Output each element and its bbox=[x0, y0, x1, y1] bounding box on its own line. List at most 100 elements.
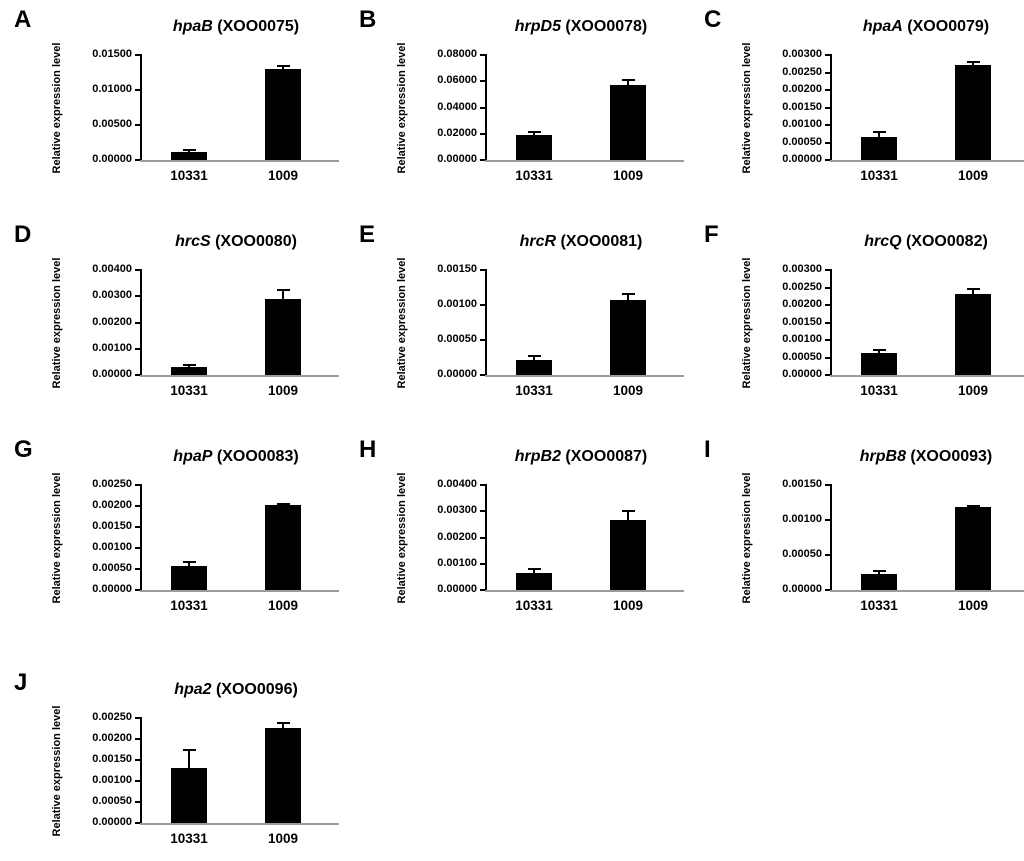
y-tick-label: 0.04000 bbox=[437, 100, 477, 113]
y-axis-line bbox=[830, 270, 832, 375]
bar bbox=[610, 85, 646, 160]
gene-name: hrcQ bbox=[864, 233, 902, 250]
x-tick-label: 1009 bbox=[267, 598, 299, 613]
y-tick-label: 0.01500 bbox=[92, 48, 132, 60]
error-bar-cap bbox=[182, 749, 196, 751]
y-tick-label: 0.00400 bbox=[437, 478, 477, 490]
gene-name: hrcS bbox=[175, 233, 211, 250]
y-tick-label: 0.00000 bbox=[437, 583, 477, 595]
x-axis-line bbox=[485, 375, 684, 377]
y-tick-label: 0.00250 bbox=[782, 280, 822, 293]
y-tick-label: 0.00050 bbox=[92, 562, 132, 574]
error-bar-cap bbox=[621, 79, 635, 81]
error-bar-whisker bbox=[282, 66, 284, 72]
y-tick-mark bbox=[480, 304, 487, 306]
y-tick-label: 0.00050 bbox=[92, 795, 132, 807]
y-axis-line bbox=[485, 485, 487, 590]
bar bbox=[955, 65, 991, 160]
error-bar-whisker bbox=[878, 571, 880, 577]
y-tick-mark bbox=[480, 80, 487, 83]
bar bbox=[171, 367, 207, 375]
y-tick-label: 0.00200 bbox=[782, 83, 822, 95]
y-tick-label: 0.00200 bbox=[92, 499, 132, 511]
y-tick-mark bbox=[135, 526, 142, 528]
error-bar-whisker bbox=[878, 132, 880, 140]
y-tick-mark bbox=[825, 321, 832, 324]
y-tick-mark bbox=[825, 106, 832, 109]
x-axis-line bbox=[830, 375, 1024, 377]
error-bar-whisker bbox=[188, 150, 190, 155]
error-bar-whisker bbox=[972, 62, 974, 68]
y-tick-label: 0.00000 bbox=[437, 368, 477, 380]
x-tick-label: 1009 bbox=[957, 598, 989, 613]
error-bar-whisker bbox=[972, 506, 974, 510]
y-tick-label: 0.00150 bbox=[782, 315, 822, 328]
y-tick-label: 0.00050 bbox=[437, 333, 477, 345]
error-bar-cap bbox=[621, 293, 635, 295]
x-tick-label: 10331 bbox=[860, 383, 898, 398]
y-tick-label: 0.00050 bbox=[782, 350, 822, 363]
panel-letter: F bbox=[704, 221, 719, 248]
x-tick-label: 1009 bbox=[957, 168, 989, 183]
error-bar-cap bbox=[966, 288, 980, 290]
gene-name: hpaA bbox=[862, 18, 903, 35]
error-bar-cap bbox=[872, 570, 886, 572]
bar bbox=[265, 505, 301, 590]
y-tick-mark bbox=[825, 71, 832, 74]
gene-name: hpaP bbox=[173, 448, 213, 465]
y-tick-mark bbox=[135, 568, 142, 570]
y-tick-mark bbox=[135, 347, 142, 350]
bar bbox=[955, 294, 991, 375]
y-tick-label: 0.00050 bbox=[782, 548, 822, 560]
bar bbox=[516, 573, 552, 590]
y-tick-label: 0.00000 bbox=[782, 153, 822, 165]
error-bar-cap bbox=[966, 61, 980, 63]
y-tick-mark bbox=[135, 159, 142, 161]
bar bbox=[861, 353, 897, 375]
gene-id: (XOO0078) bbox=[560, 18, 648, 35]
error-bar-whisker bbox=[878, 350, 880, 356]
error-bar-cap bbox=[182, 149, 196, 151]
y-tick-mark bbox=[480, 589, 487, 591]
bar bbox=[171, 152, 207, 160]
y-tick-label: 0.00250 bbox=[92, 711, 132, 723]
panel-letter: I bbox=[704, 436, 711, 463]
y-tick-label: 0.00500 bbox=[92, 118, 132, 130]
bar bbox=[516, 360, 552, 375]
x-tick-label: 10331 bbox=[860, 598, 898, 613]
y-tick-label: 0.00000 bbox=[782, 368, 822, 380]
y-tick-mark bbox=[480, 106, 487, 109]
bar bbox=[265, 69, 301, 160]
gene-id: (XOO0080) bbox=[210, 233, 297, 250]
y-tick-label: 0.00050 bbox=[782, 135, 822, 148]
y-tick-mark bbox=[480, 159, 487, 161]
y-tick-mark bbox=[135, 505, 142, 507]
bar bbox=[171, 566, 207, 590]
gene-id: (XOO0096) bbox=[211, 681, 298, 698]
bar bbox=[610, 300, 646, 375]
error-bar-cap bbox=[276, 722, 290, 724]
y-tick-mark bbox=[480, 54, 487, 56]
error-bar-cap bbox=[872, 349, 886, 351]
x-tick-label: 1009 bbox=[612, 168, 644, 183]
y-tick-mark bbox=[480, 536, 487, 539]
y-tick-label: 0.00000 bbox=[782, 583, 822, 595]
y-tick-label: 0.01000 bbox=[92, 83, 132, 95]
panel-letter: H bbox=[359, 436, 377, 463]
x-tick-label: 10331 bbox=[515, 383, 553, 398]
error-bar-cap bbox=[527, 131, 541, 133]
chart-title: hrcR (XOO0081) bbox=[442, 233, 720, 251]
gene-id: (XOO0082) bbox=[901, 233, 988, 250]
y-tick-label: 0.00300 bbox=[782, 48, 822, 60]
gene-name: hpa2 bbox=[174, 681, 212, 698]
chart-title: hpaB (XOO0075) bbox=[97, 18, 375, 36]
panel-letter: C bbox=[704, 6, 722, 33]
y-tick-label: 0.00100 bbox=[92, 541, 132, 553]
y-axis-line bbox=[140, 270, 142, 375]
